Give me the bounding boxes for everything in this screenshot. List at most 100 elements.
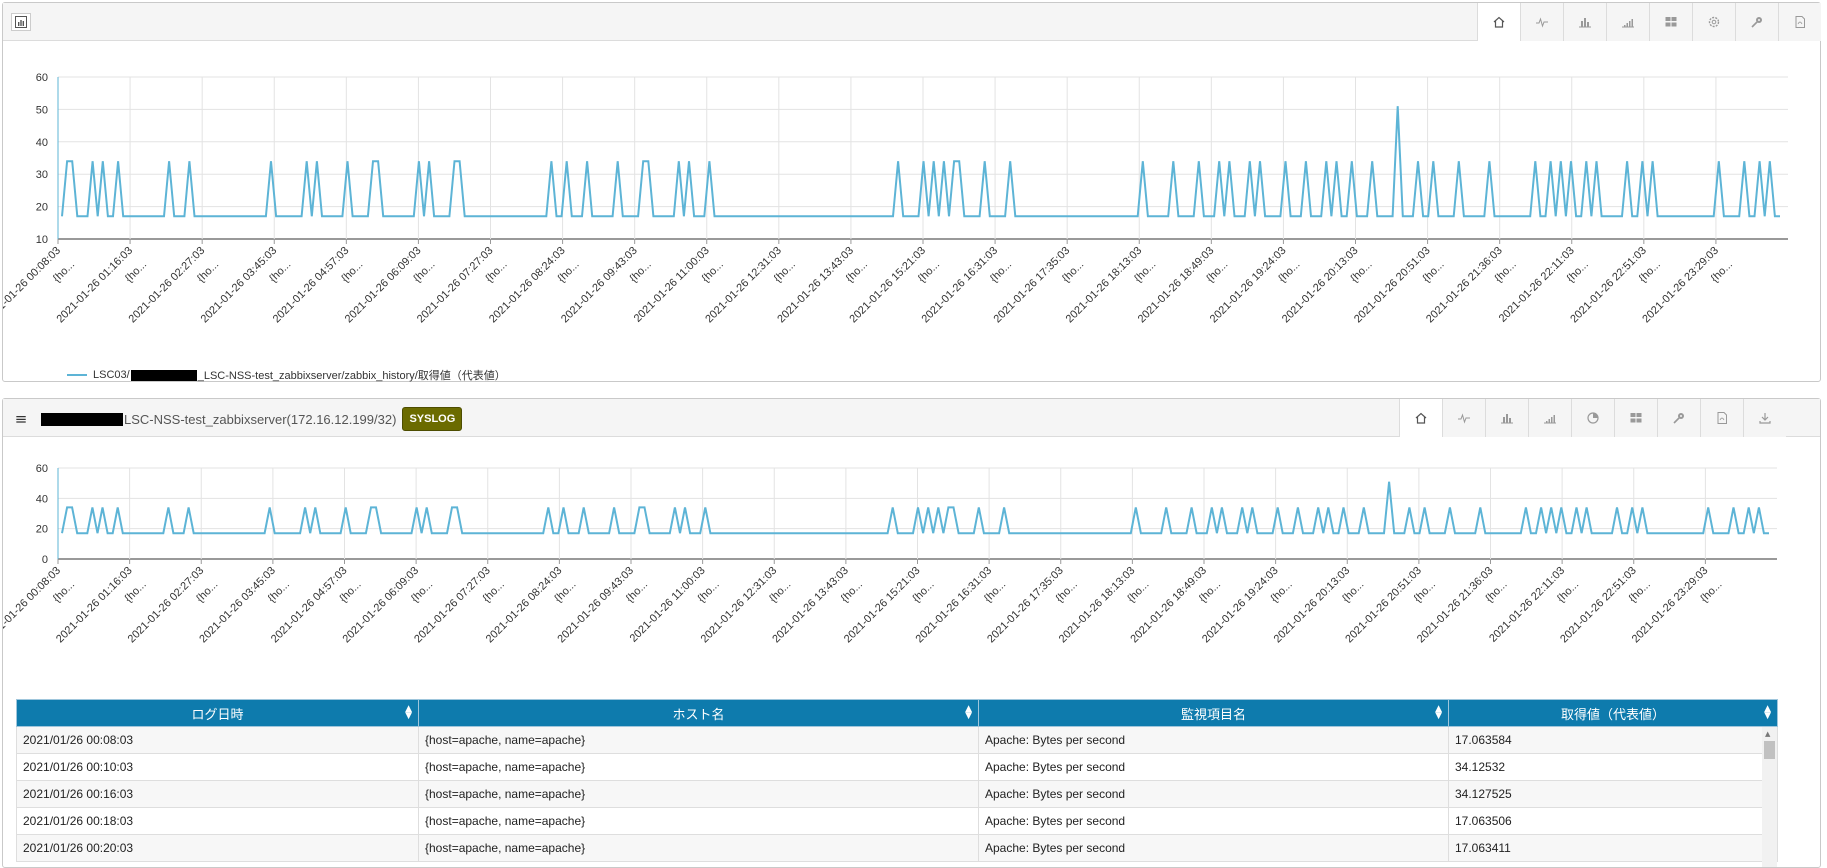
x-tick-label-suffix: {ho... — [194, 579, 220, 605]
settings-button[interactable] — [1692, 3, 1735, 41]
table-scrollbar[interactable]: ▲ — [1762, 727, 1777, 867]
x-tick-label: 2021-01-26 21:36:03 — [1415, 565, 1496, 646]
x-tick-label-suffix: {ho... — [1060, 259, 1086, 285]
area-chart-button[interactable] — [1606, 3, 1649, 41]
x-tick-label-suffix: {ho... — [1125, 579, 1151, 605]
column-header[interactable]: ホスト名 ▲ ▼ — [418, 699, 979, 727]
redacted-block — [130, 369, 197, 381]
scroll-thumb[interactable] — [1764, 741, 1775, 759]
syslog-tag[interactable]: SYSLOG — [402, 407, 463, 431]
x-tick-label-suffix: {ho... — [337, 579, 363, 605]
host-bar: ≡ LSC-NSS-test_zabbixserver(172.16.12.19… — [13, 407, 463, 431]
table-row[interactable]: 2021/01/26 00:10:03 {host=apache, name=ap… — [16, 753, 1778, 781]
bar-chart-button[interactable] — [1563, 3, 1606, 41]
x-tick-label-suffix: {ho... — [988, 259, 1014, 285]
x-tick-label-suffix: {ho... — [1555, 579, 1581, 605]
column-header[interactable]: 監視項目名 ▲ ▼ — [978, 699, 1449, 727]
chart-menu-icon[interactable] — [11, 13, 31, 31]
y-tick-label: 20 — [36, 202, 48, 214]
scroll-up-icon[interactable]: ▲ — [1765, 730, 1771, 738]
area-chart-button[interactable] — [1528, 399, 1571, 437]
x-tick-label: 2021-01-26 20:13:03 — [1280, 245, 1361, 326]
line-chart-icon — [1458, 413, 1470, 424]
x-tick-label: 2021-01-26 17:35:03 — [992, 245, 1073, 326]
home-button[interactable] — [1399, 399, 1442, 437]
table-cell: Apache: Bytes per second — [978, 834, 1449, 862]
x-tick-label: 2021-01-26 02:27:03 — [126, 565, 207, 646]
table-cell: 2021/01/26 00:08:03 — [16, 726, 419, 754]
sort-icon[interactable]: ▲ ▼ — [1764, 704, 1771, 721]
series-line — [61, 481, 1769, 535]
x-tick-label: 2021-01-26 20:51:03 — [1343, 565, 1424, 646]
x-tick-label-suffix: {ho... — [1483, 579, 1509, 605]
pdf-button[interactable] — [1700, 399, 1743, 437]
column-header[interactable]: ログ日時 ▲ ▼ — [16, 699, 419, 727]
line-chart-button[interactable] — [1442, 399, 1485, 437]
x-tick-label-suffix: {ho... — [267, 259, 293, 285]
key-button[interactable] — [1735, 3, 1778, 41]
y-tick-label: 60 — [36, 72, 48, 84]
pie-chart-button[interactable] — [1571, 399, 1614, 437]
column-header-label: 取得値（代表値） — [1560, 706, 1665, 722]
key-icon — [1673, 413, 1684, 424]
table-cell: {host=apache, name=apache} — [418, 726, 979, 754]
table-cell: 17.063584 — [1448, 726, 1778, 754]
y-tick-label: 50 — [36, 104, 48, 116]
home-icon — [1415, 412, 1427, 424]
table-row[interactable]: 2021/01/26 00:16:03 {host=apache, name=ap… — [16, 780, 1778, 808]
x-tick-label-suffix: {ho... — [266, 579, 292, 605]
x-tick-label-suffix: {ho... — [483, 259, 509, 285]
x-tick-label-suffix: {ho... — [555, 259, 581, 285]
grid-icon — [1665, 17, 1677, 27]
x-tick-label: 2021-01-26 07:27:03 — [415, 245, 496, 326]
x-tick-label-suffix: {ho... — [772, 259, 798, 285]
table-row[interactable]: 2021/01/26 00:18:03 {host=apache, name=ap… — [16, 807, 1778, 835]
x-tick-label: 2021-01-26 00:08:03 — [3, 565, 63, 646]
table-row[interactable]: 2021/01/26 00:20:03 {host=apache, name=ap… — [16, 834, 1778, 862]
sort-icon[interactable]: ▲ ▼ — [1435, 704, 1442, 721]
bar-chart-button[interactable] — [1485, 399, 1528, 437]
legend-swatch — [67, 374, 87, 376]
download-button[interactable] — [1743, 399, 1786, 437]
pie-chart-icon — [1587, 412, 1599, 424]
x-tick-label-suffix: {ho... — [767, 579, 793, 605]
grid-button[interactable] — [1649, 3, 1692, 41]
series-line — [61, 106, 1780, 218]
chart-toolbar — [1399, 399, 1786, 437]
x-tick-label: 2021-01-26 02:27:03 — [127, 245, 208, 326]
home-button[interactable] — [1477, 3, 1520, 41]
table-cell: Apache: Bytes per second — [978, 726, 1449, 754]
x-tick-label: 2021-01-26 09:43:03 — [555, 565, 636, 646]
sort-icon[interactable]: ▲ ▼ — [405, 704, 412, 721]
x-tick-label: 2021-01-26 17:35:03 — [985, 565, 1066, 646]
x-tick-label-suffix: {ho... — [1637, 259, 1663, 285]
pdf-button[interactable] — [1778, 3, 1821, 41]
y-tick-label: 40 — [36, 137, 48, 149]
y-tick-label: 20 — [36, 524, 48, 536]
table-cell: {host=apache, name=apache} — [418, 807, 979, 835]
x-tick-label: 2021-01-26 03:45:03 — [199, 245, 280, 326]
x-tick-label: 2021-01-26 08:24:03 — [487, 245, 568, 326]
x-tick-label: 2021-01-26 04:57:03 — [269, 565, 350, 646]
x-tick-label: 2021-01-26 22:51:03 — [1558, 565, 1639, 646]
hamburger-menu-icon[interactable]: ≡ — [14, 410, 28, 428]
table-cell: {host=apache, name=apache} — [418, 753, 979, 781]
x-tick-label-suffix: {ho... — [1204, 259, 1230, 285]
x-tick-label-suffix: {ho... — [51, 579, 77, 605]
x-tick-label: 2021-01-26 21:36:03 — [1424, 245, 1505, 326]
area-chart-icon — [1622, 19, 1634, 28]
key-button[interactable] — [1657, 399, 1700, 437]
sort-icon[interactable]: ▲ ▼ — [965, 704, 972, 721]
grid-button[interactable] — [1614, 399, 1657, 437]
x-tick-label-suffix: {ho... — [1698, 579, 1724, 605]
line-chart-button[interactable] — [1520, 3, 1563, 41]
x-tick-label-suffix: {ho... — [700, 259, 726, 285]
x-tick-label: 2021-01-26 18:49:03 — [1128, 565, 1209, 646]
table-cell: 2021/01/26 00:10:03 — [16, 753, 419, 781]
x-tick-label-suffix: {ho... — [839, 579, 865, 605]
legend-prefix: LSC03/ — [93, 369, 130, 381]
column-header[interactable]: 取得値（代表値） ▲ ▼ — [1448, 699, 1778, 727]
table-row[interactable]: 2021/01/26 00:08:03 {host=apache, name=ap… — [16, 726, 1778, 754]
chart-legend[interactable]: LSC03/ _LSC-NSS-test_zabbixserver/zabbix… — [67, 367, 506, 383]
